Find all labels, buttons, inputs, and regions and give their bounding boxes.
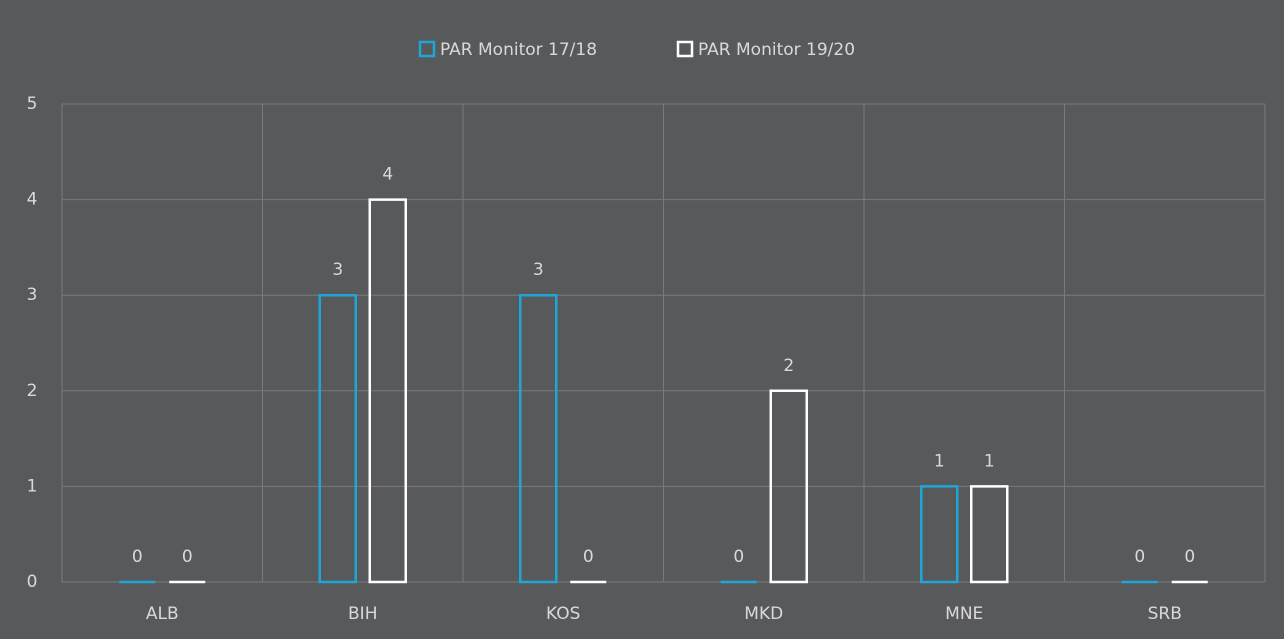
y-tick-label: 2 [27,381,38,401]
legend-label: PAR Monitor 17/18 [440,40,597,60]
y-tick-label: 5 [27,94,38,114]
y-tick-label: 1 [27,476,38,496]
data-label: 0 [1134,547,1145,567]
data-label: 0 [132,547,143,567]
y-tick-label: 4 [27,190,38,210]
y-tick-label: 3 [27,285,38,305]
y-tick-label: 0 [27,572,38,592]
bar [368,198,407,584]
data-label: 0 [1184,547,1195,567]
x-tick-label: BIH [348,604,377,624]
data-label: 4 [382,165,393,185]
x-tick-label: ALB [146,604,179,624]
legend-marker [676,40,694,58]
data-label: 1 [984,451,995,471]
legend-marker [418,40,436,58]
data-label: 3 [533,260,544,280]
x-tick-label: SRB [1148,604,1182,624]
bar [970,485,1009,584]
data-label: 0 [733,547,744,567]
legend-label: PAR Monitor 19/20 [698,40,855,60]
data-label: 2 [783,356,794,376]
bar [920,485,959,584]
x-tick-label: MNE [945,604,983,624]
data-label: 0 [182,547,193,567]
data-label: 3 [332,260,343,280]
data-label: 0 [583,547,594,567]
x-tick-label: KOS [546,604,580,624]
bar [519,293,558,584]
data-label: 1 [934,451,945,471]
bar [769,389,808,584]
bar [318,293,357,584]
x-tick-label: MKD [744,604,783,624]
